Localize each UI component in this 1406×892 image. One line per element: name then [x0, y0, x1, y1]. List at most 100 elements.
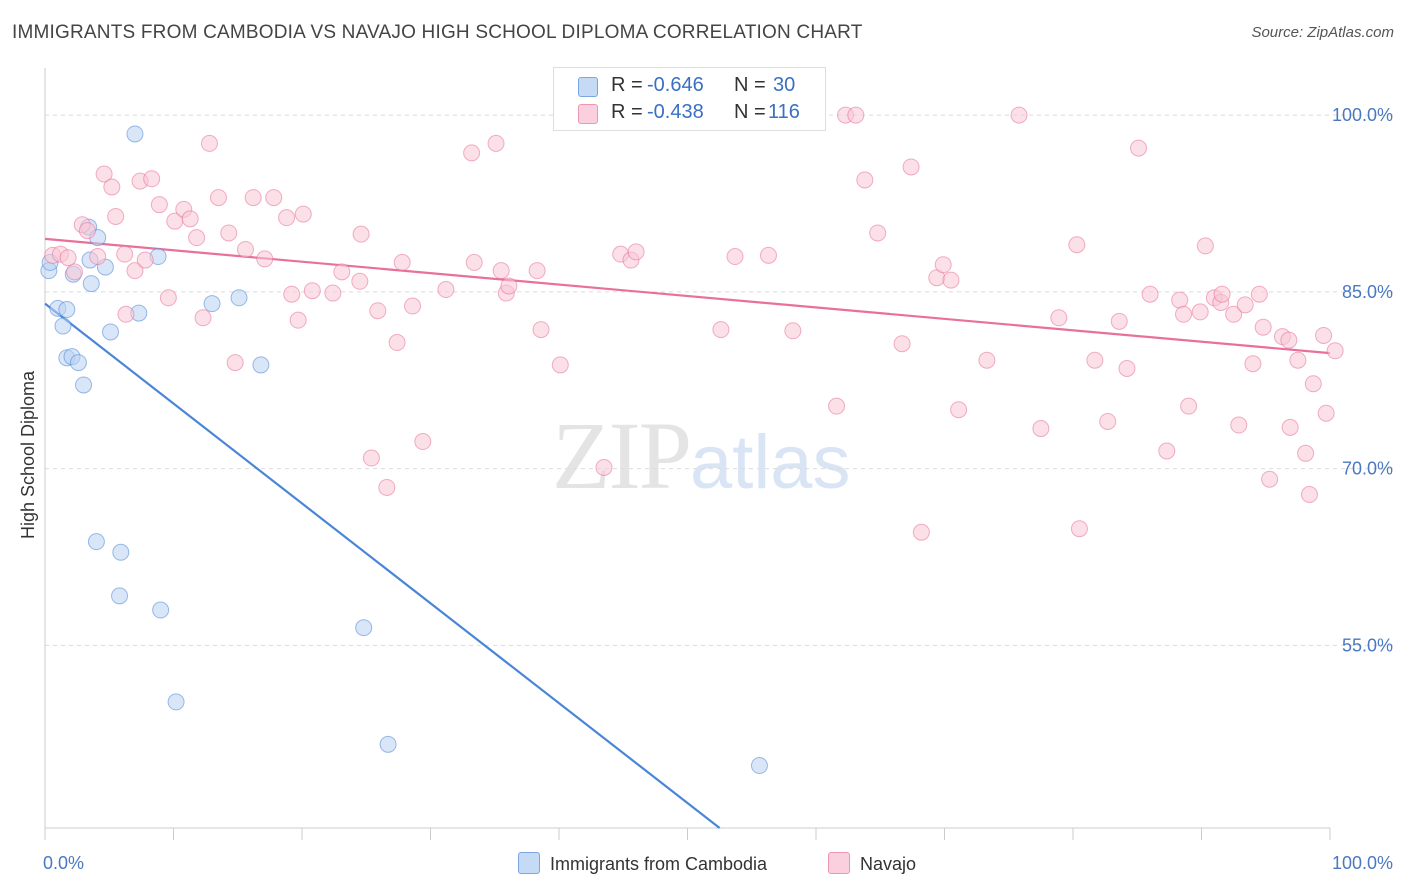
data-point	[1280, 331, 1298, 349]
legend-swatch-navajo	[578, 104, 598, 124]
bottom-legend-swatch-cambodia	[518, 852, 540, 874]
data-point	[1300, 486, 1318, 504]
data-point	[66, 263, 84, 281]
data-point	[528, 262, 546, 280]
data-point	[950, 401, 968, 419]
legend-row-navajo: R = -0.438 N = 116	[554, 101, 825, 127]
data-point	[58, 301, 76, 319]
data-point	[1304, 375, 1322, 393]
data-point	[333, 263, 351, 281]
data-point	[111, 587, 129, 605]
watermark: ZIPatlas	[552, 400, 851, 511]
data-point	[1225, 305, 1243, 323]
data-point	[492, 262, 510, 280]
data-point	[1171, 291, 1189, 309]
data-point	[1236, 296, 1254, 314]
data-point	[1099, 412, 1117, 430]
y-tick-label: 85.0%	[1342, 282, 1393, 302]
data-point	[500, 277, 518, 295]
data-point	[1281, 418, 1299, 436]
data-point	[1068, 236, 1086, 254]
data-point	[1244, 355, 1262, 373]
legend-n-label: N =	[734, 74, 766, 96]
data-point	[934, 256, 952, 274]
data-point	[1315, 326, 1333, 344]
data-point	[551, 356, 569, 374]
data-point	[107, 207, 125, 225]
data-point	[355, 619, 373, 637]
legend-n-value: 116	[768, 101, 800, 123]
data-point	[1110, 312, 1128, 330]
data-point	[143, 170, 161, 188]
data-point	[1213, 285, 1231, 303]
data-point	[303, 282, 321, 300]
data-point	[369, 302, 387, 320]
data-point	[159, 289, 177, 307]
legend-r-label: R =	[611, 101, 643, 123]
data-point	[324, 284, 342, 302]
y-tick-label: 55.0%	[1342, 635, 1393, 655]
data-points	[40, 106, 1344, 775]
data-point	[1317, 404, 1335, 422]
data-point	[902, 158, 920, 176]
trend-lines	[44, 237, 1331, 829]
data-point	[1032, 420, 1050, 438]
data-point	[95, 165, 113, 183]
data-point	[1180, 397, 1198, 415]
legend-r-value: -0.438	[647, 101, 704, 123]
data-point	[112, 543, 130, 561]
data-point	[1289, 351, 1307, 369]
data-point	[978, 351, 996, 369]
data-point	[167, 693, 185, 711]
data-point	[1130, 139, 1148, 157]
series-cambodia	[40, 125, 768, 775]
data-point	[102, 323, 120, 341]
data-point	[54, 317, 72, 335]
data-point	[784, 322, 802, 340]
data-point	[1141, 285, 1159, 303]
legend-swatch-cambodia	[578, 77, 598, 97]
data-point	[203, 295, 221, 313]
data-point	[220, 224, 238, 242]
source-label: Source: ZipAtlas.com	[1251, 24, 1394, 41]
data-point	[759, 246, 777, 264]
data-point	[188, 229, 206, 247]
data-point	[230, 289, 248, 307]
data-point	[194, 309, 212, 327]
data-point	[465, 253, 483, 271]
y-axis-title: High School Diploma	[18, 370, 38, 539]
data-point	[532, 321, 550, 339]
data-point	[712, 321, 730, 339]
trend-line-cambodia	[44, 302, 721, 829]
data-point	[289, 311, 307, 329]
data-point	[294, 205, 312, 223]
data-point	[82, 275, 100, 293]
data-point	[265, 189, 283, 207]
data-point	[1254, 318, 1272, 336]
watermark-atlas: atlas	[690, 420, 851, 505]
bottom-legend-navajo: Navajo	[828, 852, 916, 875]
data-point	[87, 533, 105, 551]
data-point	[1050, 309, 1068, 327]
data-point	[352, 225, 370, 243]
data-point	[1196, 237, 1214, 255]
data-point	[869, 224, 887, 242]
legend-r-value: -0.646	[647, 74, 704, 96]
series-navajo	[44, 106, 1344, 541]
data-point	[116, 245, 134, 263]
data-point	[75, 376, 93, 394]
axis-labels: 100.0% 85.0% 70.0% 55.0% 0.0% 100.0% High Scho…	[18, 105, 1393, 873]
bottom-legend-swatch-navajo	[828, 852, 850, 874]
data-point	[69, 354, 87, 372]
data-point	[89, 248, 107, 266]
y-tick-label: 70.0%	[1342, 459, 1393, 479]
legend-r-label: R =	[611, 74, 643, 96]
data-point	[283, 285, 301, 303]
bottom-legend-label-navajo: Navajo	[860, 854, 917, 874]
data-point	[152, 601, 170, 619]
data-point	[181, 210, 199, 228]
data-point	[1261, 470, 1279, 488]
data-point	[1086, 351, 1104, 369]
axes	[44, 68, 1331, 840]
data-point	[595, 458, 613, 476]
